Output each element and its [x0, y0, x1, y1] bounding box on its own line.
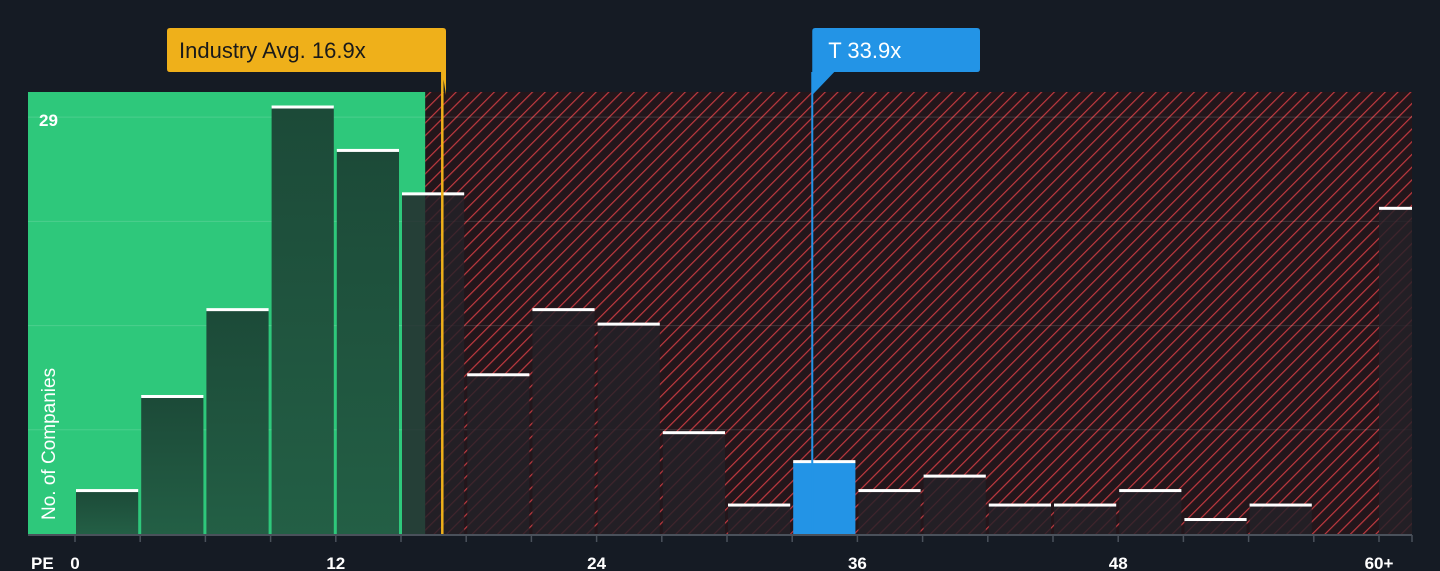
industry-average-label: Industry Avg. 16.9x — [179, 38, 366, 63]
histogram-bar — [728, 505, 791, 534]
bar-cap — [206, 308, 269, 312]
histogram-bar — [467, 374, 530, 534]
histogram-bar — [923, 476, 986, 534]
bar-cap — [923, 474, 986, 478]
bar-cap — [532, 308, 595, 312]
bar-cap — [271, 105, 334, 109]
company-pe-marker: T 33.9x — [811, 28, 980, 534]
histogram-bar — [402, 193, 465, 534]
histogram-bar — [1184, 519, 1247, 534]
bar-cap — [1379, 206, 1412, 210]
y-max-label: 29 — [39, 111, 58, 130]
bar-cap — [141, 394, 204, 398]
x-axis-ticks: 0 12 24 36 48 60+ — [70, 535, 1413, 571]
bar-cap — [402, 192, 465, 196]
bar-cap — [1249, 503, 1312, 507]
bar-cap — [1054, 503, 1117, 507]
bar-cap — [793, 460, 856, 464]
histogram-bar — [1249, 505, 1312, 534]
histogram-bar — [662, 432, 725, 534]
bars — [76, 105, 1412, 535]
histogram-bar — [988, 505, 1051, 534]
histogram-bar — [597, 324, 660, 534]
company-bar — [793, 461, 856, 534]
histogram-bar — [141, 396, 204, 534]
histogram-bar — [858, 490, 921, 534]
bar-cap — [76, 489, 139, 493]
x-tick-label: 24 — [587, 554, 606, 571]
bar-cap — [597, 322, 660, 326]
histogram-bar — [532, 309, 595, 534]
histogram-bar — [336, 150, 399, 535]
x-tick-label: 48 — [1109, 554, 1128, 571]
industry-average-marker: Industry Avg. 16.9x — [167, 28, 446, 534]
histogram-bar — [1119, 490, 1182, 534]
bar-cap — [467, 373, 530, 377]
bar-cap — [336, 148, 399, 152]
bar-cap — [988, 503, 1051, 507]
x-tick-label: 36 — [848, 554, 867, 571]
bar-cap — [1119, 489, 1182, 493]
x-tick-label: 12 — [326, 554, 345, 571]
company-pe-callout — [812, 28, 980, 95]
y-axis-label: No. of Companies — [39, 368, 60, 520]
x-axis-label: PE — [31, 554, 54, 571]
histogram-bar — [1054, 505, 1117, 534]
x-tick-label: 0 — [70, 554, 79, 571]
histogram-bar — [76, 490, 139, 534]
bar-cap — [858, 489, 921, 493]
histogram-bar — [206, 309, 269, 534]
histogram-bar — [271, 107, 334, 534]
bar-cap — [728, 503, 791, 507]
bar-cap — [662, 431, 725, 435]
industry-average-callout — [167, 28, 446, 95]
company-pe-label: T 33.9x — [828, 38, 901, 63]
bar-cap — [1184, 518, 1247, 522]
x-tick-label: 60+ — [1365, 554, 1394, 571]
histogram-bar — [1379, 208, 1412, 535]
